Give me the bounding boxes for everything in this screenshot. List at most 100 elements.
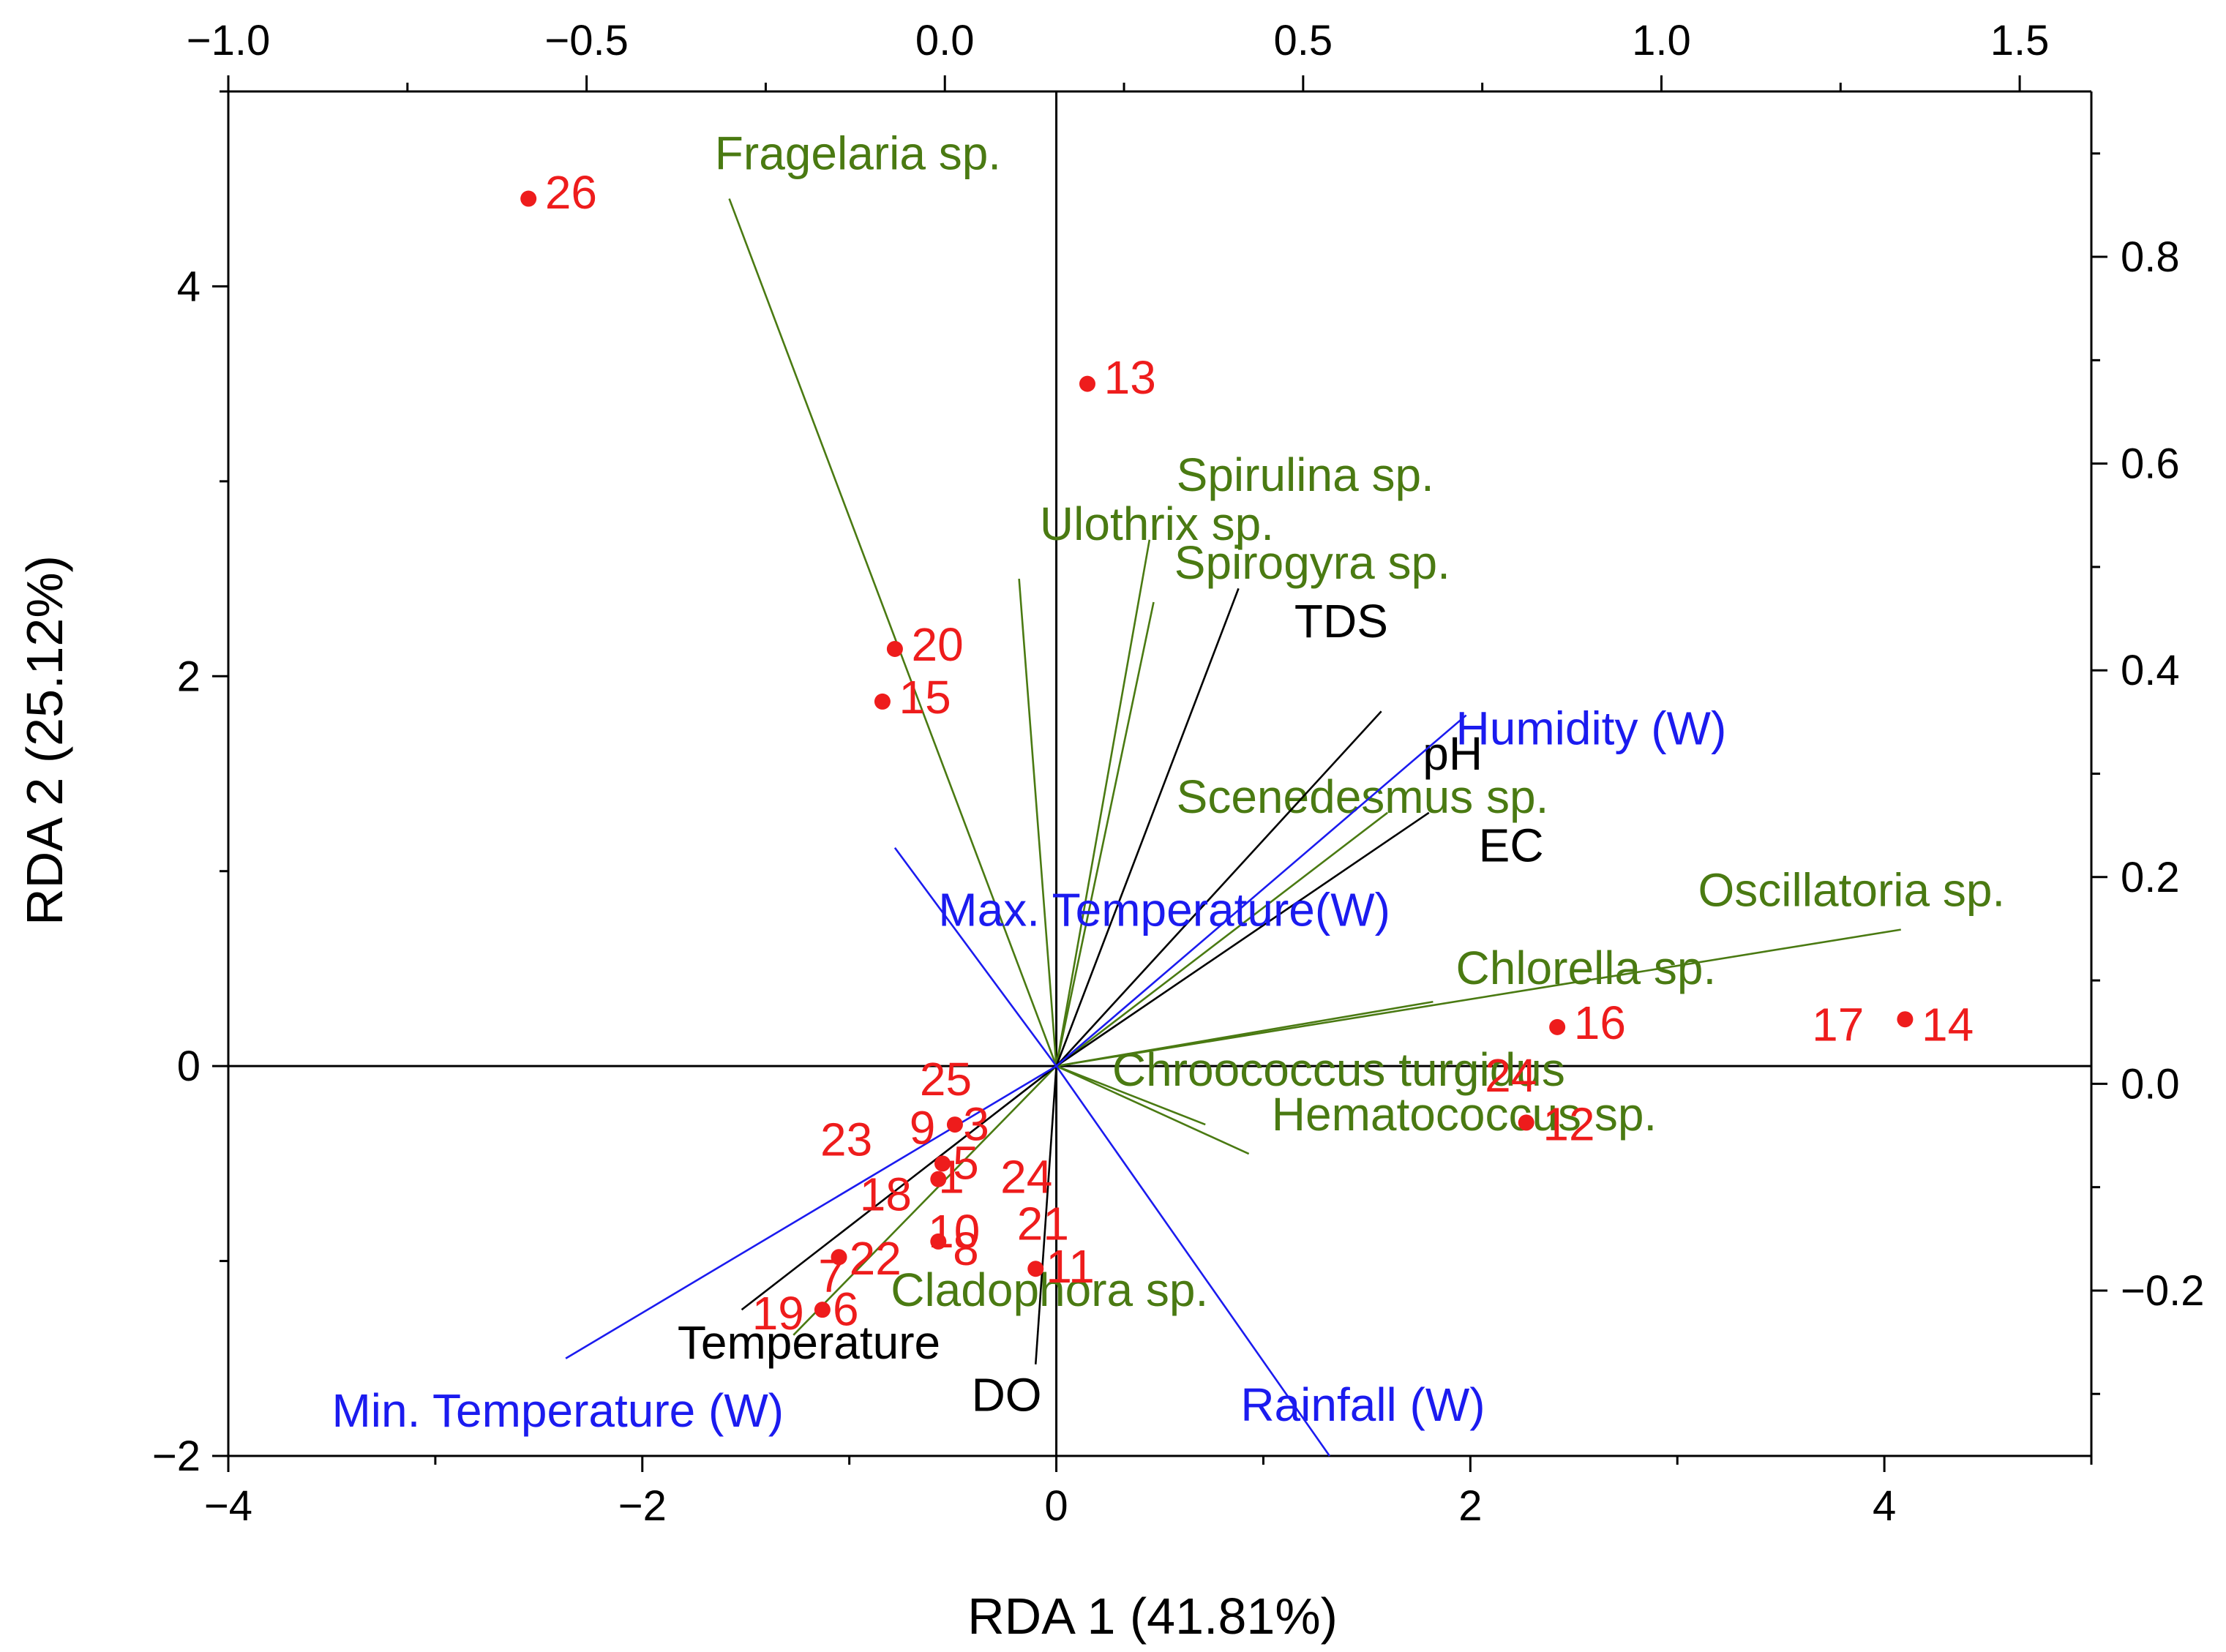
site-label: 5 [953, 1137, 979, 1190]
site-point [934, 1155, 951, 1172]
vector-arrow [1055, 710, 1382, 1067]
site-label: 1 [938, 1150, 964, 1203]
site-point [520, 190, 537, 207]
vector-arrow [1056, 1000, 1434, 1067]
vector-label: Min. Temperature (W) [331, 1384, 784, 1437]
x-tick-label: −2 [618, 1482, 667, 1530]
vector-arrow [1055, 811, 1430, 1067]
y-tick-label: 4 [177, 263, 201, 310]
vector-label: EC [1479, 819, 1544, 871]
vector-arrow [893, 846, 1057, 1067]
site-label: 24 [1000, 1150, 1052, 1203]
site-label: 16 [1574, 996, 1626, 1049]
vector-label: Temperature [678, 1316, 940, 1369]
vector-label: Max. Temperature(W) [938, 883, 1390, 936]
vector-label: Fragelaria sp. [715, 127, 1001, 180]
vector-label: Hematococcus sp. [1272, 1088, 1657, 1141]
site-point [1518, 1114, 1534, 1131]
vector-arrow [1055, 601, 1155, 1067]
vector-label: Chlorella sp. [1456, 942, 1717, 994]
vector-arrow [1056, 1065, 1206, 1126]
vector-arrow [1055, 714, 1467, 1067]
site-point [1549, 1018, 1566, 1035]
vector-label: pH [1423, 727, 1483, 780]
vector-label: Scenedesmus sp. [1177, 770, 1549, 823]
y-tick-label: −2 [152, 1433, 201, 1480]
vector-label: Ulothrix sp. [1040, 498, 1274, 550]
site-point [930, 1233, 947, 1250]
site-label: 9 [910, 1102, 936, 1154]
site-label: 17 [1812, 999, 1864, 1051]
site-label: 3 [963, 1097, 989, 1150]
x-tick-label: 2 [1458, 1482, 1482, 1530]
site-label: 19 [752, 1287, 804, 1340]
vector-label: Rainfall (W) [1240, 1378, 1485, 1431]
x-tick-label: 0 [1044, 1482, 1068, 1530]
vector-arrow [565, 1065, 1057, 1359]
site-point [874, 693, 891, 710]
x-axis-title: RDA 1 (41.81%) [967, 1588, 1338, 1645]
vector-label: Oscillatoria sp. [1698, 864, 2006, 917]
vector-arrow [1056, 1065, 1250, 1155]
top-tick-label: 0.5 [1274, 17, 1333, 64]
right-tick-label: −0.2 [2121, 1267, 2205, 1315]
vector-label: Cladophora sp. [891, 1264, 1208, 1316]
y-tick-label: 0 [177, 1043, 201, 1090]
site-point [946, 1116, 963, 1133]
vector-label: Spirogyra sp. [1174, 536, 1450, 589]
right-tick-label: 0.0 [2121, 1060, 2180, 1108]
site-point [886, 640, 903, 657]
vector-arrow [728, 198, 1057, 1067]
vectors: Fragelaria sp.Spirulina sp.Ulothrix sp.S… [331, 127, 2006, 1457]
right-tick-label: 0.2 [2121, 854, 2180, 901]
vector-arrow [1055, 587, 1240, 1067]
site-label: 18 [860, 1168, 912, 1220]
site-label: 8 [953, 1223, 979, 1275]
top-tick-label: 1.0 [1632, 17, 1691, 64]
vector-arrow [1055, 811, 1388, 1067]
site-label: 12 [1543, 1097, 1594, 1150]
site-point [1027, 1261, 1044, 1277]
vector-arrow [1055, 1065, 1331, 1457]
site-label: 15 [899, 671, 951, 724]
site-point [831, 1249, 847, 1266]
y-axis-title: RDA 2 (25.12%) [16, 555, 73, 926]
vector-arrow [1018, 578, 1057, 1067]
site-label: 26 [545, 166, 597, 219]
x-tick-label: 4 [1873, 1482, 1896, 1530]
vector-arrow [741, 1065, 1057, 1311]
site-label: 24 [1485, 1049, 1537, 1102]
top-tick-label: −1.0 [187, 17, 271, 64]
site-label: 22 [850, 1232, 902, 1285]
top-tick-label: 0.0 [915, 17, 975, 64]
vector-label: DO [972, 1369, 1042, 1422]
vector-label: Chroococcus turgidus [1112, 1043, 1565, 1096]
vector-label: Spirulina sp. [1177, 448, 1434, 501]
site-point [1079, 375, 1095, 392]
vector-arrow [1034, 1066, 1057, 1364]
site-label: 13 [1104, 351, 1156, 404]
x-tick-label: −4 [204, 1482, 252, 1530]
right-tick-label: 0.4 [2121, 647, 2180, 694]
site-point [814, 1302, 831, 1318]
site-point [1897, 1011, 1914, 1028]
site-label: 14 [1922, 999, 1974, 1051]
y-tick-label: 2 [177, 653, 201, 700]
site-label: 7 [818, 1250, 844, 1302]
site-label: 11 [1046, 1240, 1094, 1293]
site-label: 20 [912, 618, 964, 671]
site-label: 21 [1017, 1197, 1069, 1250]
top-tick-label: −0.5 [544, 17, 629, 64]
site-label: 6 [833, 1283, 859, 1335]
vector-arrow [792, 1065, 1057, 1336]
vector-label: TDS [1294, 595, 1388, 647]
site-label: 25 [920, 1053, 972, 1105]
right-tick-label: 0.6 [2121, 440, 2180, 488]
right-tick-label: 0.8 [2121, 233, 2180, 281]
vector-arrow [1056, 928, 1901, 1067]
site-point [930, 1171, 947, 1187]
vector-arrow [1055, 539, 1151, 1067]
